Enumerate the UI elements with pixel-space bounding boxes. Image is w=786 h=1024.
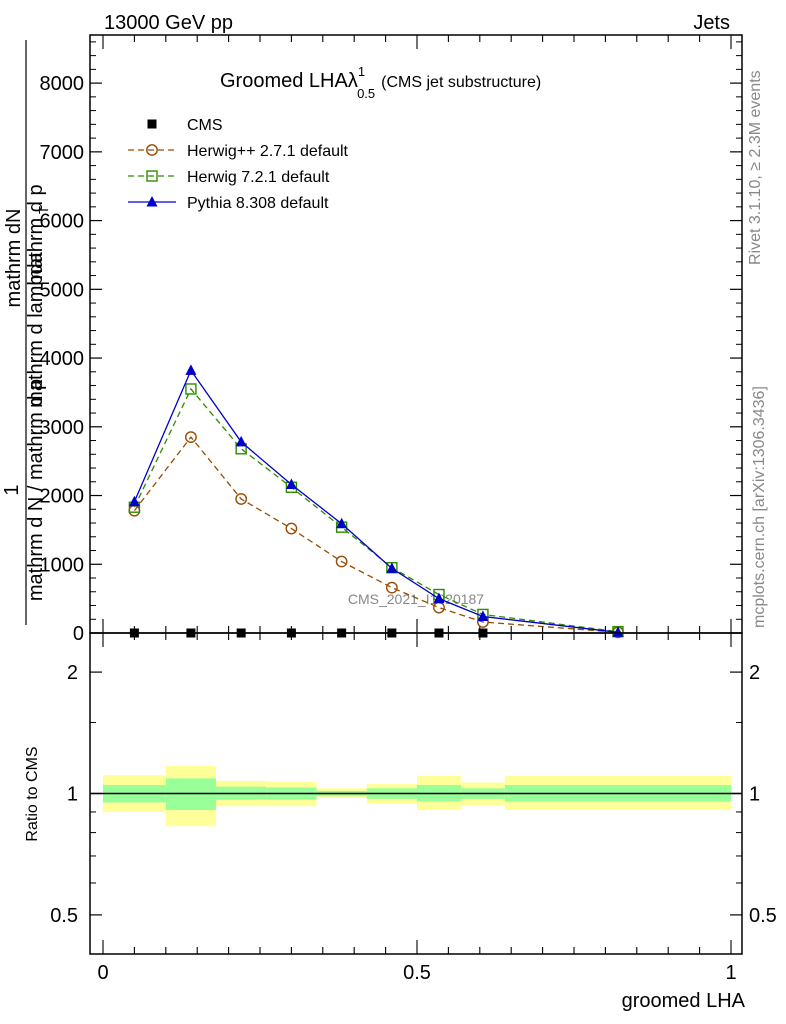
rivet-label: Rivet 3.1.10, ≥ 2.3M events [747,70,764,265]
legend: CMS Herwig++ 2.7.1 default Herwig 7.2.1 de… [128,117,349,212]
main-ytick-label: 4000 [40,348,85,370]
series-point-3 [285,478,297,490]
series-point-3 [386,562,398,573]
ylabel-numerator: mathrm dN [3,209,25,308]
series-point-3 [477,610,489,622]
main-ytick-label: 1000 [40,554,85,576]
main-ytick-label: 2000 [40,486,85,508]
ylabel-denominator-tail: mathrm d lambda [25,251,47,407]
ylabel-left-denominator: mathrm d N / mathrm d p [25,379,47,601]
legend-label: Pythia 8.308 default [187,195,329,212]
series-point-1 [185,431,197,444]
header-right: Jets [693,12,730,34]
series-point-1 [285,522,298,535]
series-point-3 [336,517,348,529]
ylabel-left-numerator: 1 [1,484,23,495]
ratio-y-label: Ratio to CMS [24,746,41,841]
main-ytick-label: 5000 [40,279,85,301]
ratio-bands [103,765,731,827]
main-ytick-label: 7000 [40,142,85,164]
ratio-ytick-label: 1 [67,784,78,806]
header-left: 13000 GeV pp [104,12,233,34]
title-sup: 1 [358,64,365,79]
title-sub: 0.5 [357,86,375,101]
series-point-3 [433,592,445,604]
series-point-1 [335,555,348,568]
x-axis-label: groomed LHA [622,990,746,1012]
ylabel-denominator: mathrm d p [25,184,47,285]
legend-label: CMS [187,117,223,134]
legend-label: Herwig 7.2.1 default [187,169,330,186]
series-point-3 [128,495,140,507]
main-ytick-label: 6000 [40,211,85,233]
main-y-axis: 0 1000 2000 3000 4000 5000 6000 7000 8000 [40,41,742,645]
ratio-x-axis: 0 0.5 1 [97,633,737,984]
series-point-3 [185,364,197,375]
ratio-ytick-label: 0.5 [50,905,78,927]
ratio-y-axis: 0.5 0.5 1 1 2 2 [50,662,777,927]
title-suffix: (CMS jet substructure) [381,74,541,91]
legend-marker [146,144,158,156]
legend-marker [146,196,158,207]
main-y-label: mathrm dN mathrm d lambda mathrm d p T 1… [1,40,51,625]
legend-label: Herwig++ 2.7.1 default [187,143,349,160]
ratio-xtick-label: 0 [97,962,108,984]
series-point-1 [385,581,398,594]
ratio-ytick-label-right: 1 [749,784,760,806]
ylabel-left-tail: mathrm d p [25,279,47,380]
series-point-1 [235,493,248,505]
legend-marker [147,119,157,129]
ratio-ytick-label-right: 0.5 [749,905,777,927]
main-ytick-label: 0 [73,623,84,645]
series-line-1 [133,436,619,633]
analysis-watermark: CMS_2021_I1920187 [348,591,484,607]
chart-title: Groomed LHAλ1 0.5 (CMS jet substructure) [220,64,541,101]
series-point-3 [235,435,247,447]
ylabel-sub: T [36,206,51,214]
main-ytick-label: 8000 [40,73,85,95]
series-point-2 [185,383,197,395]
ratio-ytick-label-right: 2 [749,662,760,684]
title-main: Groomed LHAλ [220,70,358,92]
legend-marker [146,170,158,182]
ratio-ytick-label: 2 [67,662,78,684]
ratio-xtick-label: 0.5 [403,962,431,984]
ratio-xtick-label: 1 [725,962,736,984]
series-point-3 [612,626,624,637]
main-ytick-label: 3000 [40,417,85,439]
mcplots-label: mcplots.cern.ch [arXiv:1306.3436] [751,386,768,628]
